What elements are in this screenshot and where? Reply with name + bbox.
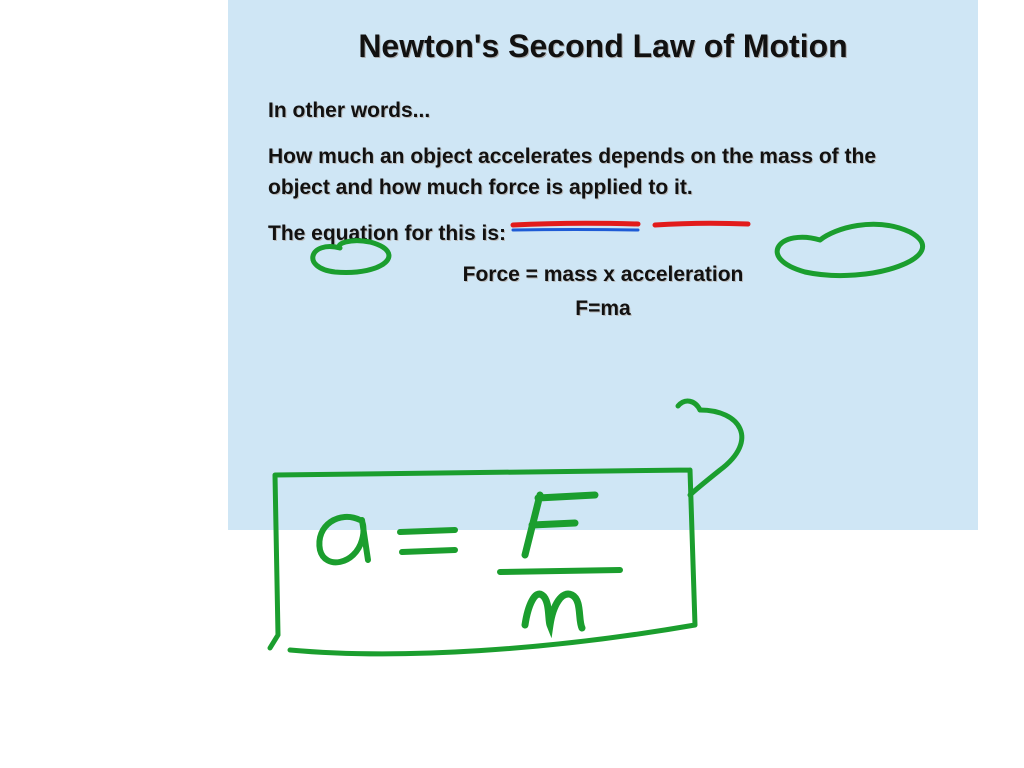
equation-words: Force = mass x acceleration xyxy=(268,263,938,287)
hw-fraction-bar xyxy=(500,570,620,572)
slide-body: In other words... How much an object acc… xyxy=(268,95,938,321)
equation-label: The equation for this is: xyxy=(268,218,938,250)
slide-title: Newton's Second Law of Motion xyxy=(268,28,938,65)
hw-equals xyxy=(400,530,455,552)
intro-line: In other words... xyxy=(268,95,938,127)
hw-letter-m xyxy=(525,594,582,628)
explanation-line: How much an object accelerates depends o… xyxy=(268,141,938,204)
slide-panel: Newton's Second Law of Motion In other w… xyxy=(228,0,978,530)
equation-symbols: F=ma xyxy=(268,297,938,321)
